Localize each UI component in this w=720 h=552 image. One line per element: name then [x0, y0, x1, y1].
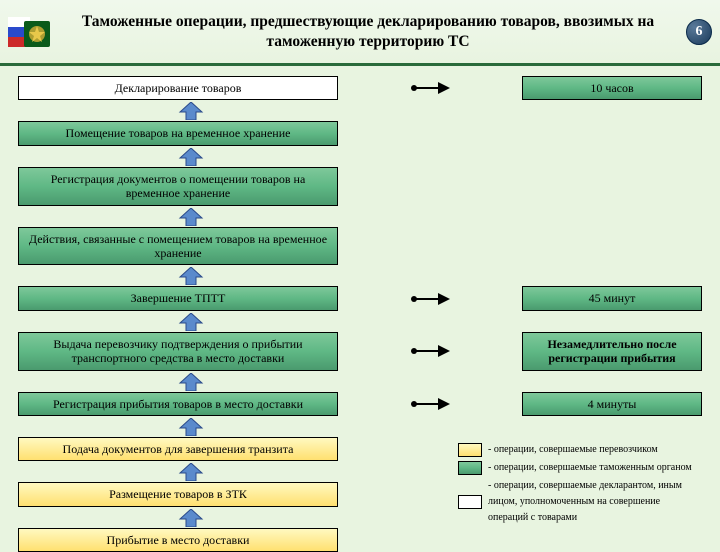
emblem-icon	[8, 11, 50, 53]
step-box: Декларирование товаров	[18, 76, 338, 100]
up-arrow-icon	[178, 208, 204, 226]
step-box: Действия, связанные с помещением товаров…	[18, 227, 338, 266]
connector	[338, 80, 522, 96]
up-arrow-icon	[178, 373, 204, 391]
slide-number-badge: 6	[686, 19, 712, 45]
step-box: Помещение товаров на временное хранение	[18, 121, 338, 145]
step-box: Регистрация документов о помещении товар…	[18, 167, 338, 206]
connector	[338, 343, 522, 359]
step-box: Размещение товаров в ЗТК	[18, 482, 338, 506]
step-box: Подача документов для завершения транзит…	[18, 437, 338, 461]
up-arrow-icon	[178, 148, 204, 166]
legend-row: - операции, совершаемые таможенным орган…	[458, 460, 698, 476]
legend-text: - операции, совершаемые таможенным орган…	[488, 460, 692, 476]
legend-row: - операции, совершаемые декларантом, ины…	[458, 478, 698, 526]
up-arrow-icon	[178, 418, 204, 436]
legend-text: - операции, совершаемые декларантом, ины…	[488, 478, 698, 526]
slide-title: Таможенные операции, предшествующие декл…	[58, 12, 678, 51]
step-box: Выдача перевозчику подтверждения о прибы…	[18, 332, 338, 371]
right-arrow-icon	[410, 80, 450, 96]
step-row: Действия, связанные с помещением товаров…	[18, 227, 702, 266]
up-arrow-icon	[178, 267, 204, 285]
step-row: Декларирование товаров 10 часов	[18, 76, 702, 100]
legend-swatch	[458, 443, 482, 457]
step-row: Регистрация документов о помещении товар…	[18, 167, 702, 206]
step-box: Завершение ТПТТ	[18, 286, 338, 310]
step-box: Регистрация прибытия товаров в место дос…	[18, 392, 338, 416]
connector	[338, 291, 522, 307]
slide-header: Таможенные операции, предшествующие декл…	[0, 0, 720, 66]
timing-box: 45 минут	[522, 286, 702, 310]
legend: - операции, совершаемые перевозчиком - о…	[458, 440, 698, 528]
step-row: Завершение ТПТТ 45 минут	[18, 286, 702, 310]
step-row: Помещение товаров на временное хранение	[18, 121, 702, 145]
up-arrow-icon	[178, 313, 204, 331]
up-arrow-icon	[178, 463, 204, 481]
legend-row: - операции, совершаемые перевозчиком	[458, 442, 698, 458]
timing-box: Незамедлительно после регистрации прибыт…	[522, 332, 702, 371]
up-arrow-icon	[178, 102, 204, 120]
timing-box: 4 минуты	[522, 392, 702, 416]
right-arrow-icon	[410, 343, 450, 359]
connector	[338, 396, 522, 412]
step-row: Выдача перевозчику подтверждения о прибы…	[18, 332, 702, 371]
legend-text: - операции, совершаемые перевозчиком	[488, 442, 658, 458]
right-arrow-icon	[410, 291, 450, 307]
right-arrow-icon	[410, 396, 450, 412]
timing-box: 10 часов	[522, 76, 702, 100]
legend-swatch	[458, 461, 482, 475]
step-row: Регистрация прибытия товаров в место дос…	[18, 392, 702, 416]
up-arrow-icon	[178, 509, 204, 527]
legend-swatch	[458, 495, 482, 509]
